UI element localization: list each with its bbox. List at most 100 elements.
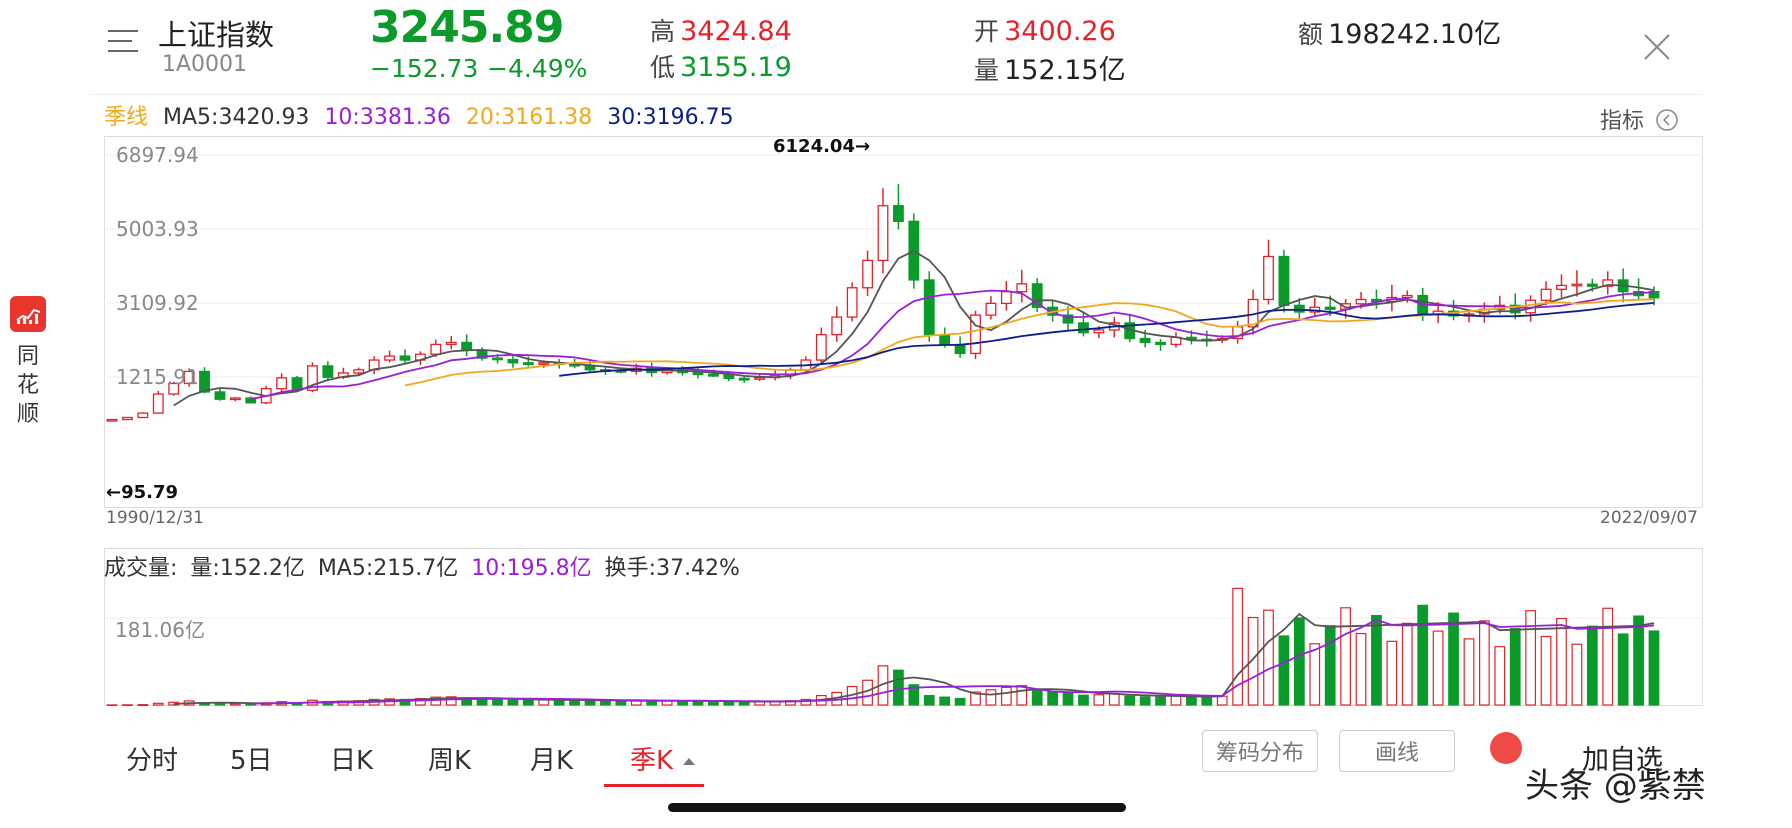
candle-body [754,376,766,380]
menu-icon[interactable] [108,30,138,54]
tab-daily-k[interactable]: 日K [330,746,374,776]
candle-body [1355,298,1367,305]
candle-body [892,205,904,222]
candle-body [970,314,981,355]
y-tick-label: 5003.93 [116,217,199,241]
volume-bar [985,689,997,706]
candle-body [430,343,442,355]
volume-bar [1247,616,1259,706]
kline-svg: 6897.94 5003.93 3109.92 1215.91 6124.04→ ←95.… [104,136,1703,503]
candle-body [229,397,241,401]
tab-quarterly-k[interactable]: 季K [630,740,697,777]
volume-bar [800,698,812,706]
volume-legend: 成交量: 量:152.2亿 MA5:215.7亿 10:195.8亿 换手:37… [104,550,746,582]
y-tick-label: 6897.94 [116,143,199,167]
volume-bar [569,699,580,706]
candle-body [1648,291,1660,299]
ma30-line [559,302,1655,377]
tab-monthly-k[interactable]: 月K [530,746,574,776]
index-name: 上证指数 [158,18,275,52]
volume-bar [692,700,704,706]
close-icon[interactable] [1643,33,1671,61]
header-divider [90,94,1702,95]
kline-ma-lines [173,249,1655,407]
volume-bar [1494,646,1506,706]
chip-distribution-button[interactable]: 筹码分布 [1202,730,1318,772]
candle-body [831,316,843,336]
kline-chart[interactable]: 6897.94 5003.93 3109.92 1215.91 6124.04→ ←95.… [104,136,1703,508]
end-date: 2022/09/07 [1600,508,1698,528]
candle-body [199,370,210,393]
ma30-value: 30:3196.75 [607,105,734,130]
candle-body [1401,294,1413,299]
candle-body [322,365,334,378]
volume-title: 成交量: [104,556,178,581]
volume-bar [1324,625,1336,706]
candle-body [1078,322,1089,334]
volume-bar [615,700,627,706]
volume-bar [1170,695,1182,706]
open-quote: 开 3400.26 [974,12,1116,48]
volume-bar [1309,643,1321,706]
volume-bar [1031,689,1043,706]
volume-bar [522,699,534,706]
volume-value: 152.15亿 [1004,55,1126,86]
price-change-percent: −4.49% [487,54,588,83]
candle-body [1016,283,1028,293]
volume-bar [106,704,118,706]
volume-ma-lines [173,612,1655,705]
volume-bar [1571,643,1583,706]
volume-bar [1648,630,1660,706]
volume-bar [600,700,611,706]
volume-bar [1556,617,1567,706]
volume-bar [1509,628,1521,706]
volume-bar [1216,695,1228,706]
tab-intraday[interactable]: 分时 [126,746,179,776]
candle-body [1000,291,1012,305]
volume-bar [939,696,951,706]
candle-body [1571,283,1583,287]
candle-body [1062,314,1074,324]
volume-y-tick: 181.06亿 [115,618,205,642]
watermark: 头条 @紫禁 [1525,766,1706,806]
volume-bars [106,587,1660,706]
volume-bar [1525,610,1537,706]
volume-bar [476,698,488,706]
volume-bar [445,696,457,706]
candle-body [954,343,966,355]
app-logo[interactable] [10,296,46,332]
indicator-button[interactable]: 指标 [1600,103,1679,135]
volume-bar [1386,640,1398,706]
volume-bar [507,699,519,706]
candle-body [1540,288,1552,301]
last-price: 3245.89 [370,2,564,53]
candle-body [738,377,750,381]
tab-weekly-k[interactable]: 周K [428,746,472,776]
candle-body [507,358,519,364]
start-date: 1990/12/31 [106,508,204,528]
candle-body [1185,336,1197,340]
volume-ma10-line [250,618,1655,705]
candle-body [137,412,149,419]
volume-bar [954,697,966,706]
volume-chart[interactable] [104,548,1703,706]
tab-quarterly-k-label: 季K [630,746,674,776]
volume-bar [1232,587,1244,706]
volume-bar [1078,694,1089,706]
candle-body [877,205,889,262]
volume-bar [1371,614,1382,706]
low-quote: 低 3155.19 [650,48,792,84]
add-watch-button[interactable]: 加自选 [1582,745,1663,776]
tab-5day[interactable]: 5日 [230,746,273,776]
candle-body [707,373,719,377]
volume-bar [1047,691,1059,706]
candle-body [353,369,365,374]
high-quote: 高 3424.84 [650,12,792,48]
ma5-value: MA5:3420.93 [163,105,310,130]
candle-body [862,259,874,289]
volume-bar [923,694,935,706]
add-watch-icon[interactable] [1490,732,1522,764]
candle-body [384,355,395,361]
volume-ma5: MA5:215.7亿 [317,556,459,581]
draw-line-button[interactable]: 画线 [1339,730,1455,772]
